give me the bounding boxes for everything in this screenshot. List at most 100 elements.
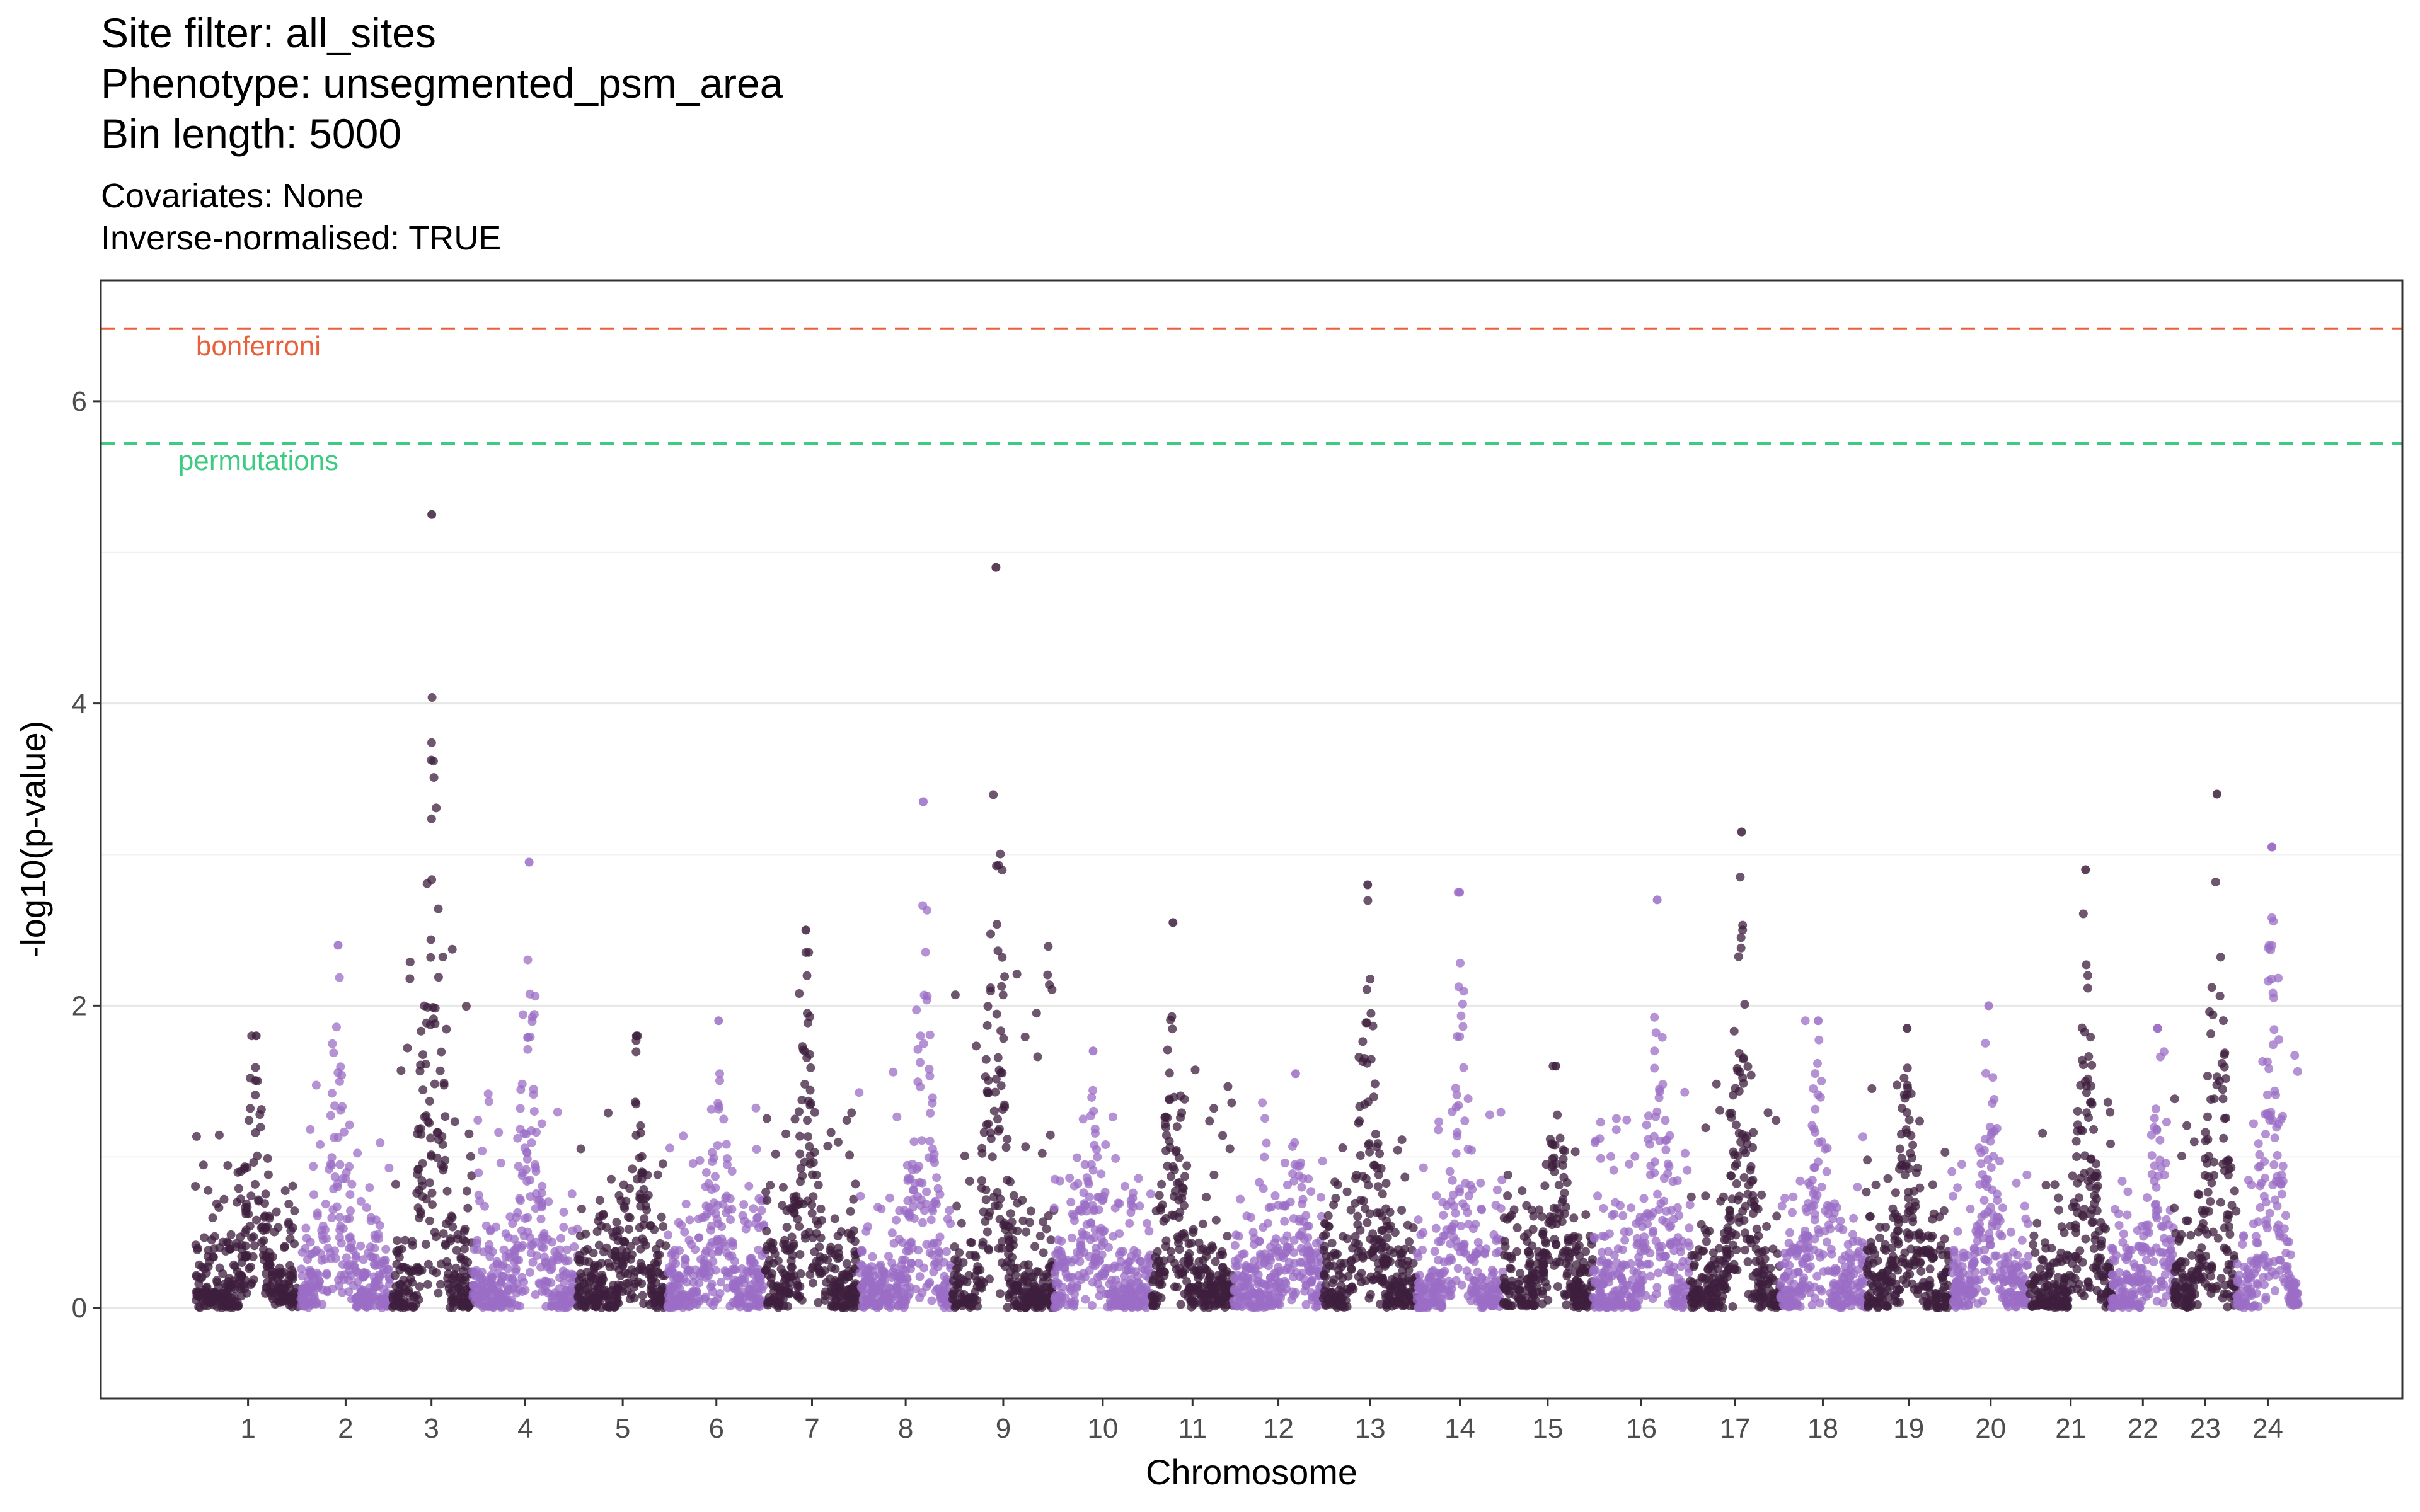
snp-point [300,1302,309,1311]
snp-point [984,1246,994,1255]
snp-point [1763,1108,1773,1118]
snp-point [240,1162,250,1172]
snp-point [950,1270,959,1280]
snp-point [1051,1278,1061,1286]
snp-point [981,1217,990,1226]
snp-point [559,1271,568,1280]
snp-point [1446,1291,1456,1300]
snp-point [529,1085,538,1094]
snp-point [1630,1152,1640,1161]
snp-point [797,1096,807,1105]
snp-point [1194,1257,1204,1266]
snp-point [1746,1070,1756,1080]
snp-point [1090,1252,1100,1262]
snp-point [996,1068,1006,1077]
snp-point [336,1106,345,1115]
snp-point [1134,1302,1143,1312]
snp-point [208,1213,217,1223]
snp-point [1189,1228,1198,1237]
snp-point [1505,1213,1514,1222]
snp-point [981,1195,991,1205]
snp-point [1624,1227,1634,1237]
snp-point [1599,1280,1608,1289]
snp-point [467,1171,476,1181]
snp-point [441,1155,450,1165]
snp-point [1669,1215,1678,1224]
snp-point [340,1270,349,1280]
snp-point [1135,1201,1144,1211]
snp-point [1632,1219,1641,1228]
top-snp-point [1551,1062,1560,1071]
snp-point [1604,1247,1613,1256]
snp-point [1739,1053,1748,1063]
snp-point [1356,1196,1366,1205]
snp-point [650,1289,659,1298]
snp-point [245,1116,254,1125]
snp-point [725,1194,735,1203]
snp-point [413,1267,423,1276]
snp-point [641,1194,650,1203]
snp-point [446,1303,455,1312]
snp-point [1430,1278,1439,1287]
snp-point [1462,1266,1472,1276]
snp-point [931,1286,940,1296]
snp-point [831,1264,840,1274]
snp-point [1366,1234,1375,1244]
snp-point [349,1261,359,1270]
snp-point [1144,1227,1154,1236]
snp-point [1116,1247,1126,1256]
snp-point [1503,1171,1512,1180]
snp-point [1458,1199,1468,1208]
snp-point [1381,1179,1391,1188]
snp-point [1180,1172,1189,1181]
snp-point [338,1224,348,1234]
snp-point [1701,1123,1710,1133]
snp-point [972,1041,981,1051]
snp-point [1477,1273,1487,1282]
snp-point [1593,1191,1603,1201]
snp-point [1175,1245,1184,1254]
snp-point [685,1215,694,1225]
snp-point [931,1196,940,1206]
snp-point [1136,1257,1145,1266]
snp-point [781,1129,791,1138]
snp-point [1163,1045,1172,1055]
snp-point [252,1215,261,1225]
snp-point [1642,1244,1651,1254]
snp-point [1046,1130,1055,1140]
snp-point [433,1128,442,1137]
snp-point [1155,1264,1165,1273]
snp-point [1032,1267,1042,1276]
snp-point [786,1256,796,1266]
snp-point [1335,1286,1344,1295]
snp-point [1555,1133,1565,1143]
snp-point [1353,1220,1363,1229]
snp-point [792,1276,801,1286]
snp-point [804,1132,812,1142]
snp-point [928,1093,937,1102]
snp-point [427,1152,436,1161]
snp-point [966,1237,976,1247]
snp-point [1005,1177,1015,1186]
snp-point [1456,1011,1466,1021]
snp-point [667,1264,677,1274]
snp-point [192,1287,201,1297]
snp-point [1230,1274,1240,1284]
snp-point [345,1120,354,1130]
snp-point [841,1300,851,1309]
snp-point [1403,1289,1412,1298]
snp-point [925,1278,935,1287]
snp-point [762,1227,771,1236]
snp-point [620,1237,630,1246]
snp-point [1022,1227,1031,1237]
snp-point [1492,1249,1501,1258]
snp-point [1395,1293,1404,1303]
snp-point [631,1097,640,1107]
snp-point [1272,1283,1282,1292]
snp-point [960,1151,969,1160]
snp-point [1419,1163,1428,1172]
snp-point [599,1210,608,1219]
snp-point [450,1271,459,1281]
snp-point [257,1237,267,1247]
snp-point [1562,1178,1572,1187]
